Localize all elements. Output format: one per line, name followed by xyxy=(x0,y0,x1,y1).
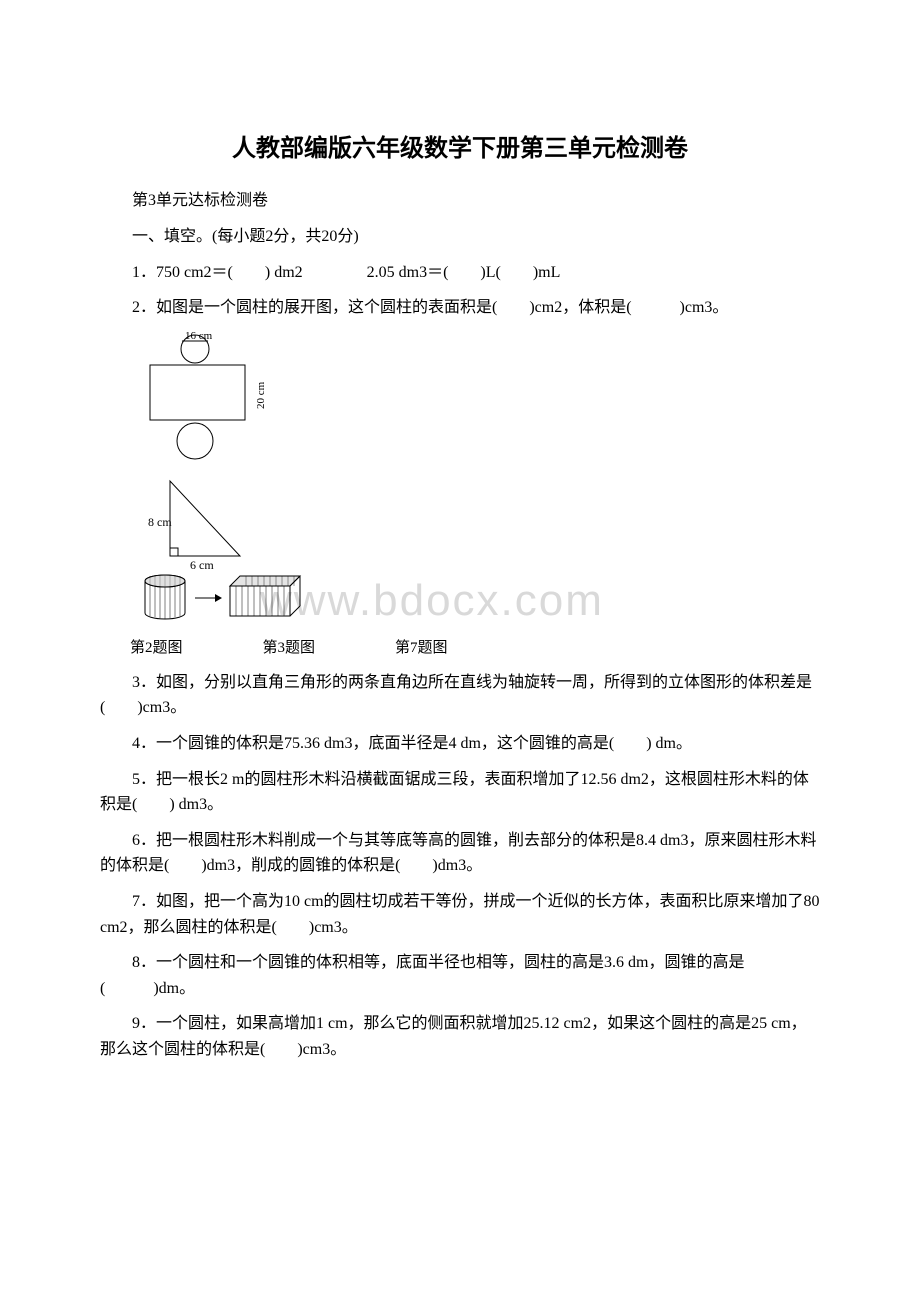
section-heading: 一、填空。(每小题2分，共20分) xyxy=(100,224,820,250)
question-2: 2．如图是一个圆柱的展开图，这个圆柱的表面积是( )cm2，体积是( )cm3。 xyxy=(100,295,820,321)
question-7: 7．如图，把一个高为10 cm的圆柱切成若干等份，拼成一个近似的长方体，表面积比… xyxy=(100,889,820,940)
figure-2-cylinder-net: 16 cm 20 cm xyxy=(140,331,300,471)
figure-7-cylinder-split xyxy=(140,571,320,626)
question-6: 6．把一根圆柱形木料削成一个与其等底等高的圆锥，削去部分的体积是8.4 dm3，… xyxy=(100,828,820,879)
fig-caption-7: 第7题图 xyxy=(395,636,448,660)
question-8: 8．一个圆柱和一个圆锥的体积相等，底面半径也相等，圆柱的高是3.6 dm，圆锥的… xyxy=(100,950,820,1001)
question-4: 4．一个圆锥的体积是75.36 dm3，底面半径是4 dm，这个圆锥的高是( )… xyxy=(100,731,820,757)
question-5: 5．把一根长2 m的圆柱形木料沿横截面锯成三段，表面积增加了12.56 dm2，… xyxy=(100,767,820,818)
fig-caption-2: 第2题图 xyxy=(130,636,183,660)
question-3: 3．如图，分别以直角三角形的两条直角边所在直线为轴旋转一周，所得到的立体图形的体… xyxy=(100,670,820,721)
fig2-top-label: 16 cm xyxy=(185,331,213,342)
fig3-horizontal-label: 6 cm xyxy=(190,558,214,571)
fig3-vertical-label: 8 cm xyxy=(148,515,172,529)
subtitle: 第3单元达标检测卷 xyxy=(100,188,820,214)
page-title: 人教部编版六年级数学下册第三单元检测卷 xyxy=(100,130,820,168)
figure-3-right-triangle: 8 cm 6 cm xyxy=(140,471,300,571)
fig2-side-label: 20 cm xyxy=(255,381,267,409)
question-9: 9．一个圆柱，如果高增加1 cm，那么它的侧面积就增加25.12 cm2，如果这… xyxy=(100,1011,820,1062)
figure-captions-row: 第2题图 第3题图 第7题图 xyxy=(130,636,820,660)
question-1: 1．750 cm2＝( ) dm2 2.05 dm3＝( )L( )mL xyxy=(100,260,820,286)
diagrams-block: 16 cm 20 cm 8 cm 6 cm www.bdocx.com xyxy=(140,331,820,626)
fig-caption-3: 第3题图 xyxy=(263,636,316,660)
